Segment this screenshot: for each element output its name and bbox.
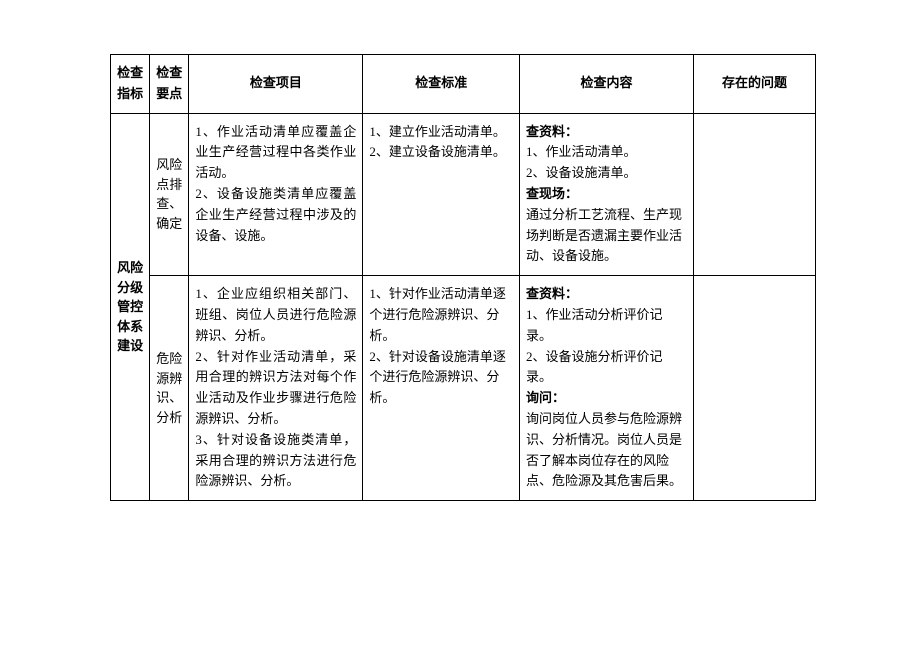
header-project: 检查项目 — [189, 55, 363, 114]
project-text-1: 1、企业应组织相关部门、班组、岗位人员进行危险源辨识、分析。 2、针对作业活动清… — [195, 286, 356, 488]
table-row: 风险分级管控体系建设 风险点排查、确定 1、作业活动清单应覆盖企业生产经营过程中… — [111, 113, 816, 276]
header-indicator: 检查指标 — [111, 55, 150, 114]
content-cell-0: 查资料： 1、作业活动清单。 2、设备设施清单。 查现场： 通过分析工艺流程、生… — [520, 113, 694, 276]
point-cell-1: 危险源辨识、分析 — [150, 276, 189, 501]
point-cell-0: 风险点排查、确定 — [150, 113, 189, 276]
content-body-0-0: 1、作业活动清单。 2、设备设施清单。 — [526, 144, 637, 180]
document-page: 检查指标 检查要点 检查项目 检查标准 检查内容 存在的问题 风险分级管控体系建… — [0, 0, 920, 651]
header-content: 检查内容 — [520, 55, 694, 114]
project-cell-1: 1、企业应组织相关部门、班组、岗位人员进行危险源辨识、分析。 2、针对作业活动清… — [189, 276, 363, 501]
point-text-0: 风险点排查、确定 — [156, 157, 182, 231]
standard-text-1: 1、针对作业活动清单逐个进行危险源辨识、分析。 2、针对设备设施清单逐个进行危险… — [369, 286, 506, 405]
table-row: 危险源辨识、分析 1、企业应组织相关部门、班组、岗位人员进行危险源辨识、分析。 … — [111, 276, 816, 501]
content-cell-1: 查资料： 1、作业活动分析评价记录。 2、设备设施分析评价记录。 询问： 询问岗… — [520, 276, 694, 501]
header-issue: 存在的问题 — [694, 55, 816, 114]
indicator-cell: 风险分级管控体系建设 — [111, 113, 150, 501]
content-head-0-0: 查资料： — [526, 124, 578, 139]
project-cell-0: 1、作业活动清单应覆盖企业生产经营过程中各类作业活动。 2、设备设施类清单应覆盖… — [189, 113, 363, 276]
header-standard: 检查标准 — [363, 55, 520, 114]
content-head-1-0: 查资料： — [526, 286, 578, 301]
content-body-1-0: 1、作业活动分析评价记录。 2、设备设施分析评价记录。 — [526, 307, 663, 384]
issue-cell-0 — [694, 113, 816, 276]
point-text-1: 危险源辨识、分析 — [156, 351, 182, 425]
issue-cell-1 — [694, 276, 816, 501]
header-point: 检查要点 — [150, 55, 189, 114]
standard-cell-0: 1、建立作业活动清单。 2、建立设备设施清单。 — [363, 113, 520, 276]
project-text-0: 1、作业活动清单应覆盖企业生产经营过程中各类作业活动。 2、设备设施类清单应覆盖… — [195, 124, 356, 243]
content-head-0-1: 查现场： — [526, 186, 578, 201]
standard-text-0: 1、建立作业活动清单。 2、建立设备设施清单。 — [369, 124, 506, 160]
content-head-1-1: 询问： — [526, 390, 565, 405]
standard-cell-1: 1、针对作业活动清单逐个进行危险源辨识、分析。 2、针对设备设施清单逐个进行危险… — [363, 276, 520, 501]
content-body-0-1: 通过分析工艺流程、生产现场判断是否遗漏主要作业活动、设备设施。 — [526, 207, 682, 264]
content-body-1-1: 询问岗位人员参与危险源辨识、分析情况。岗位人员是否了解本岗位存在的风险点、危险源… — [526, 411, 682, 488]
table-header-row: 检查指标 检查要点 检查项目 检查标准 检查内容 存在的问题 — [111, 55, 816, 114]
inspection-table: 检查指标 检查要点 检查项目 检查标准 检查内容 存在的问题 风险分级管控体系建… — [110, 54, 816, 501]
